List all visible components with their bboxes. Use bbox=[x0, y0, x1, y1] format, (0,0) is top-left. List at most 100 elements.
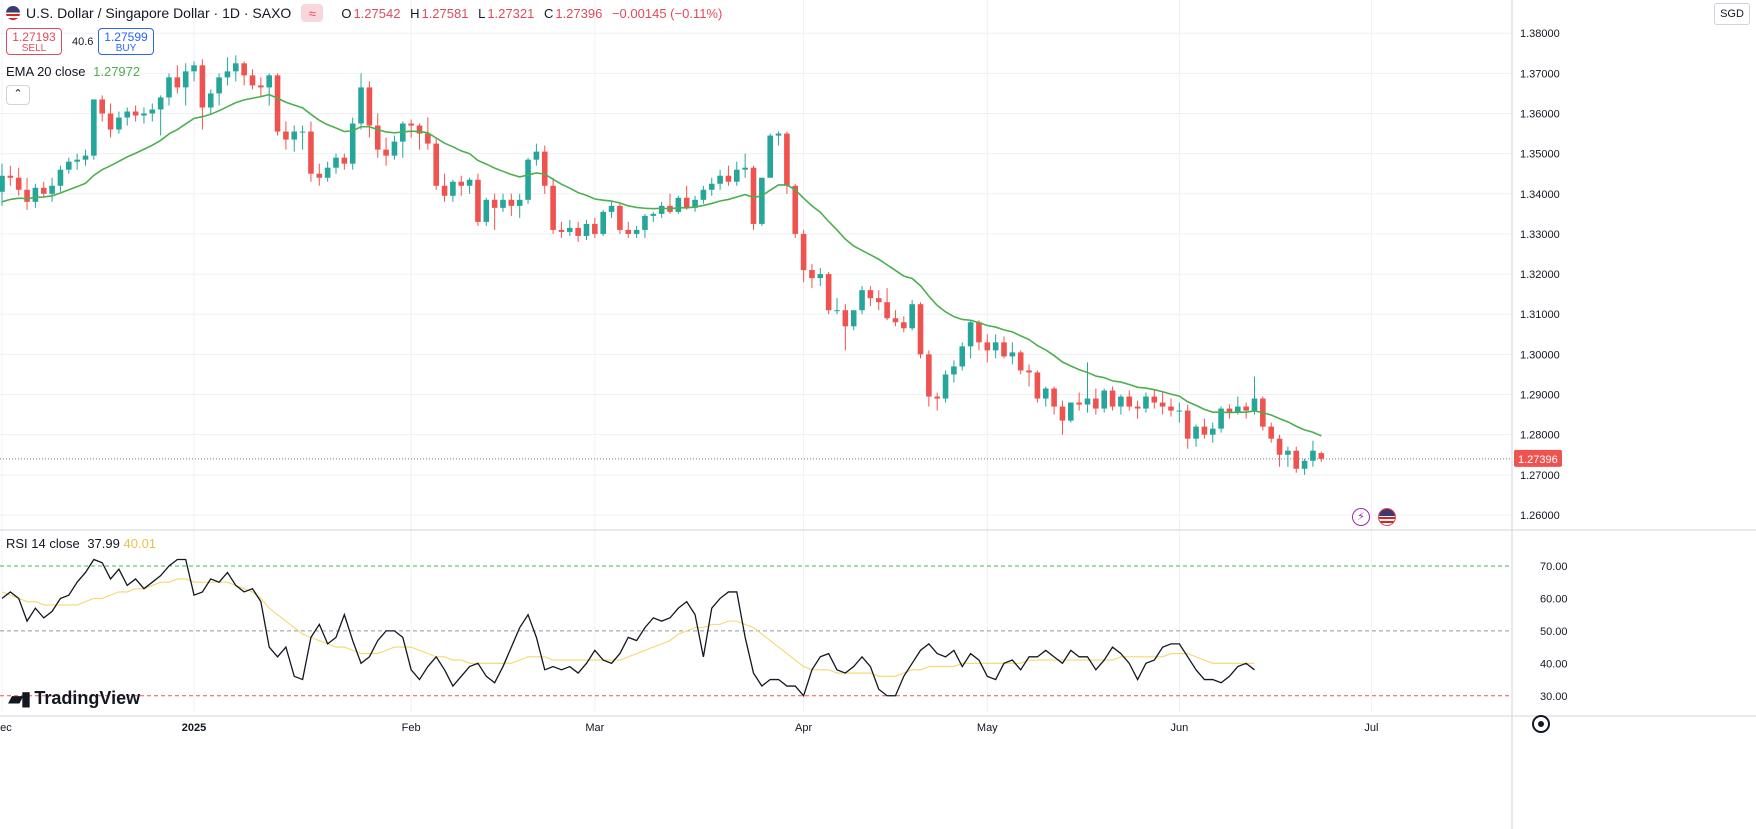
candle-body bbox=[842, 310, 849, 327]
candle-body bbox=[967, 322, 974, 347]
candle-body bbox=[1026, 370, 1032, 373]
candle-body bbox=[575, 227, 581, 236]
candle-body bbox=[959, 346, 966, 367]
candle-body bbox=[734, 169, 740, 182]
candle-body bbox=[533, 151, 540, 160]
candle-body bbox=[675, 197, 682, 212]
candle-body bbox=[182, 71, 189, 88]
candle-body bbox=[341, 157, 348, 164]
candle-body bbox=[926, 354, 932, 397]
time-tick-label: Feb bbox=[402, 722, 421, 734]
time-tick-label: Mar bbox=[585, 722, 604, 734]
market-status-icon[interactable]: ≈ bbox=[301, 4, 324, 22]
collapse-legend-button[interactable]: ⌃ bbox=[6, 85, 30, 105]
candle-body bbox=[1293, 450, 1300, 469]
candle-body bbox=[1276, 438, 1283, 455]
candle-body bbox=[617, 205, 623, 230]
candle-body bbox=[316, 173, 323, 178]
candle-body bbox=[867, 290, 874, 299]
candle-body bbox=[216, 77, 222, 94]
candle-body bbox=[1093, 398, 1099, 409]
time-tick-label: 2025 bbox=[182, 722, 206, 734]
candle-body bbox=[157, 97, 164, 110]
chevron-up-icon: ⌃ bbox=[13, 88, 23, 100]
sell-label: SELL bbox=[21, 43, 47, 54]
price-tick-label: 1.35000 bbox=[1520, 149, 1560, 161]
candle-body bbox=[132, 111, 139, 116]
ema-legend[interactable]: EMA 20 close 1.27972 bbox=[6, 64, 140, 79]
candle-body bbox=[291, 131, 298, 140]
candle-body bbox=[892, 318, 899, 323]
candle-body bbox=[425, 133, 431, 144]
candle-body bbox=[792, 185, 799, 234]
candle-body bbox=[1076, 402, 1082, 405]
candle-body bbox=[650, 213, 657, 216]
price-tick-label: 1.34000 bbox=[1520, 189, 1560, 201]
candle-body bbox=[525, 159, 531, 200]
candle-body bbox=[475, 179, 481, 222]
price-tick-label: 1.37000 bbox=[1520, 68, 1560, 80]
price-tick-label: 1.30000 bbox=[1520, 349, 1560, 361]
rsi-line bbox=[1, 558, 1255, 698]
candle-body bbox=[458, 181, 465, 186]
candle-body bbox=[366, 87, 373, 126]
candle-body bbox=[909, 304, 915, 329]
candle-body bbox=[1184, 410, 1191, 439]
symbol-legend: U.S. Dollar / Singapore Dollar · 1D · SA… bbox=[6, 4, 728, 22]
candle-body bbox=[82, 155, 89, 160]
candle-body bbox=[700, 189, 707, 200]
candle-body bbox=[0, 175, 5, 192]
candle-body bbox=[759, 177, 765, 224]
price-tick-label: 1.32000 bbox=[1520, 269, 1560, 281]
currency-selector[interactable]: SGD bbox=[1714, 3, 1750, 25]
rsi-tick-label: 30.00 bbox=[1540, 691, 1568, 703]
candle-body bbox=[374, 125, 381, 150]
candle-body bbox=[57, 169, 64, 186]
rsi-legend[interactable]: RSI 14 close 37.99 40.01 bbox=[6, 536, 156, 551]
rsi-label: RSI 14 close bbox=[6, 536, 80, 551]
price-tick-label: 1.29000 bbox=[1520, 390, 1560, 402]
rsi-value: 37.99 bbox=[87, 536, 120, 551]
candle-body bbox=[859, 290, 865, 311]
sell-button[interactable]: 1.27193 SELL bbox=[6, 28, 62, 55]
candle-body bbox=[450, 181, 456, 196]
candle-body bbox=[199, 65, 206, 108]
candle-body bbox=[541, 151, 548, 186]
rsi-tick-label: 70.00 bbox=[1540, 561, 1568, 573]
candle-body bbox=[1068, 402, 1074, 421]
candle-body bbox=[767, 135, 773, 178]
candle-body bbox=[901, 322, 907, 329]
candle-body bbox=[349, 123, 356, 164]
open-label: O bbox=[341, 5, 352, 21]
candle-body bbox=[1235, 406, 1241, 413]
candle-body bbox=[850, 310, 857, 327]
time-tick-label: May bbox=[977, 722, 998, 734]
ema-value: 1.27972 bbox=[93, 64, 141, 79]
candle-body bbox=[299, 131, 306, 133]
candle-body bbox=[1084, 398, 1091, 405]
buy-button[interactable]: 1.27599 BUY bbox=[98, 28, 154, 55]
us-flag-event-icon[interactable] bbox=[1378, 508, 1396, 526]
candle-body bbox=[934, 396, 940, 399]
candle-body bbox=[1059, 406, 1066, 421]
candle-body bbox=[658, 205, 665, 214]
candle-body bbox=[984, 342, 991, 351]
candle-body bbox=[809, 270, 815, 279]
candle-body bbox=[976, 322, 982, 343]
candle-body bbox=[717, 175, 723, 184]
candle-body bbox=[441, 185, 448, 196]
brand-name: TradingView bbox=[34, 688, 141, 708]
candle-body bbox=[1243, 406, 1249, 411]
candle-body bbox=[249, 75, 256, 86]
candle-body bbox=[742, 167, 748, 170]
symbol-title[interactable]: U.S. Dollar / Singapore Dollar · 1D · SA… bbox=[26, 5, 292, 21]
lightning-event-icon[interactable]: ⚡ bbox=[1352, 508, 1370, 526]
settings-icon[interactable] bbox=[1532, 715, 1550, 733]
candle-body bbox=[1126, 396, 1133, 407]
candle-body bbox=[1218, 408, 1224, 429]
candle-body bbox=[633, 229, 640, 234]
last-price-label: 1.27396 bbox=[1518, 454, 1558, 466]
candle-body bbox=[1168, 406, 1174, 411]
